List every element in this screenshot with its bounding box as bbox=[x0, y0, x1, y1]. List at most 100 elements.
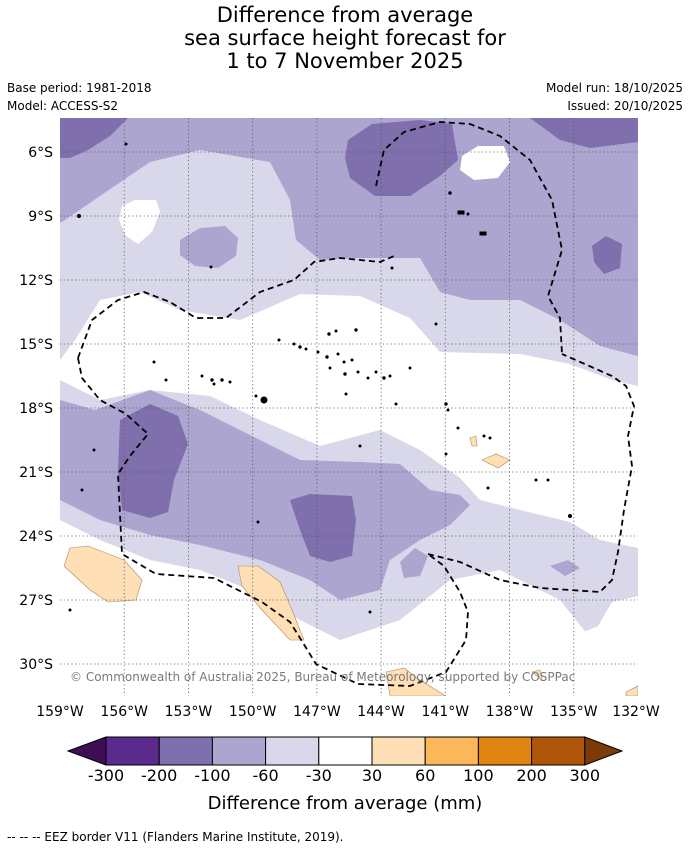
colorbar-bin-3 bbox=[211, 736, 267, 766]
shading-band-minus100-minus60 bbox=[60, 118, 638, 600]
colorbar-bin-6 bbox=[371, 736, 426, 766]
colorbar-bin-4 bbox=[265, 736, 320, 766]
lat-label: 15°S bbox=[19, 337, 53, 353]
colorbar-tick: 30 bbox=[361, 766, 383, 785]
island bbox=[374, 370, 378, 374]
island bbox=[277, 338, 281, 342]
island bbox=[354, 328, 358, 332]
issued-date: Issued: 20/10/2025 bbox=[567, 99, 683, 113]
island bbox=[358, 444, 362, 448]
island bbox=[434, 322, 438, 326]
colorbar-tick: -100 bbox=[194, 766, 231, 785]
island bbox=[68, 608, 72, 612]
island bbox=[220, 378, 224, 382]
colorbar-tick: -300 bbox=[87, 766, 125, 785]
lon-label: 135°W bbox=[550, 704, 598, 720]
island bbox=[210, 378, 214, 382]
island bbox=[256, 520, 260, 524]
island bbox=[327, 332, 331, 336]
island bbox=[350, 358, 354, 362]
colorbar-tick: 200 bbox=[516, 766, 547, 785]
island bbox=[164, 378, 168, 382]
lat-label: 30°S bbox=[19, 657, 53, 673]
colorbar-tick: 300 bbox=[569, 766, 601, 785]
colorbar-under-arrow bbox=[66, 736, 107, 766]
island bbox=[444, 452, 448, 456]
island bbox=[325, 355, 329, 359]
lon-label: 159°W bbox=[36, 704, 84, 720]
island bbox=[356, 370, 360, 374]
lon-label: 147°W bbox=[293, 704, 341, 720]
eez-borders bbox=[77, 121, 635, 687]
island bbox=[394, 402, 398, 406]
island bbox=[334, 329, 338, 333]
lon-label: 141°W bbox=[422, 704, 470, 720]
island bbox=[479, 231, 487, 236]
island bbox=[260, 396, 268, 404]
island bbox=[212, 382, 216, 386]
island bbox=[382, 376, 386, 380]
eez-border-central bbox=[77, 255, 395, 359]
title-line-2: sea surface height forecast for bbox=[184, 26, 506, 50]
latitude-labels: 6°S 9°S 12°S 15°S 18°S 21°S 24°S 27°S 30… bbox=[19, 145, 53, 673]
shading-white-east bbox=[560, 596, 638, 696]
title-line-3: 1 to 7 November 2025 bbox=[226, 49, 464, 73]
island bbox=[390, 266, 394, 270]
colorbar-title: Difference from average (mm) bbox=[207, 793, 483, 814]
lat-label: 27°S bbox=[19, 593, 53, 609]
island bbox=[482, 434, 486, 438]
lon-label: 132°W bbox=[612, 704, 660, 720]
base-period: Base period: 1981-2018 bbox=[7, 81, 152, 95]
island bbox=[304, 347, 308, 351]
model-run: Model run: 18/10/2025 bbox=[545, 81, 683, 95]
shading-white-hole-north bbox=[119, 146, 510, 244]
colorbar-bin-7 bbox=[424, 736, 479, 766]
colorbar-tick: 100 bbox=[463, 766, 494, 785]
island bbox=[546, 478, 550, 482]
island bbox=[254, 394, 258, 398]
lon-label: 150°W bbox=[229, 704, 277, 720]
lat-label: 9°S bbox=[28, 209, 53, 225]
island bbox=[209, 265, 213, 269]
lon-label: 138°W bbox=[486, 704, 534, 720]
colorbar-tick: 60 bbox=[415, 766, 436, 785]
island bbox=[486, 486, 490, 490]
lat-label: 12°S bbox=[19, 273, 53, 289]
island bbox=[152, 360, 156, 364]
island bbox=[298, 345, 302, 349]
model-name: Model: ACCESS-S2 bbox=[7, 99, 119, 113]
colorbar bbox=[66, 736, 624, 766]
island bbox=[336, 352, 340, 356]
lon-label: 144°W bbox=[357, 704, 405, 720]
island bbox=[457, 210, 465, 215]
colorbar-over-arrow bbox=[584, 736, 624, 766]
island bbox=[343, 372, 347, 376]
meta-left: Base period: 1981-2018 Model: ACCESS-S2 bbox=[7, 79, 152, 115]
colorbar-bin-5 bbox=[318, 736, 373, 766]
island bbox=[228, 380, 232, 384]
island bbox=[366, 376, 370, 380]
island bbox=[342, 360, 346, 364]
island bbox=[328, 366, 332, 370]
colorbar-bin-9 bbox=[531, 736, 586, 766]
longitude-labels: 159°W 156°W 153°W 150°W 147°W 144°W 141°… bbox=[36, 704, 660, 720]
island bbox=[200, 374, 204, 378]
island bbox=[466, 212, 470, 216]
island bbox=[344, 392, 348, 396]
island bbox=[488, 436, 492, 440]
grid-lines bbox=[60, 118, 638, 696]
lat-label: 18°S bbox=[19, 401, 53, 417]
island bbox=[534, 478, 538, 482]
island bbox=[124, 142, 128, 146]
lat-label: 6°S bbox=[28, 145, 53, 161]
island bbox=[80, 488, 84, 492]
island bbox=[568, 514, 572, 518]
island bbox=[92, 448, 96, 452]
lon-label: 153°W bbox=[165, 704, 213, 720]
island bbox=[446, 408, 450, 412]
island bbox=[444, 402, 448, 406]
island bbox=[448, 191, 452, 195]
colorbar-tick: -60 bbox=[252, 766, 279, 785]
island bbox=[77, 214, 81, 218]
island-features bbox=[68, 142, 572, 614]
